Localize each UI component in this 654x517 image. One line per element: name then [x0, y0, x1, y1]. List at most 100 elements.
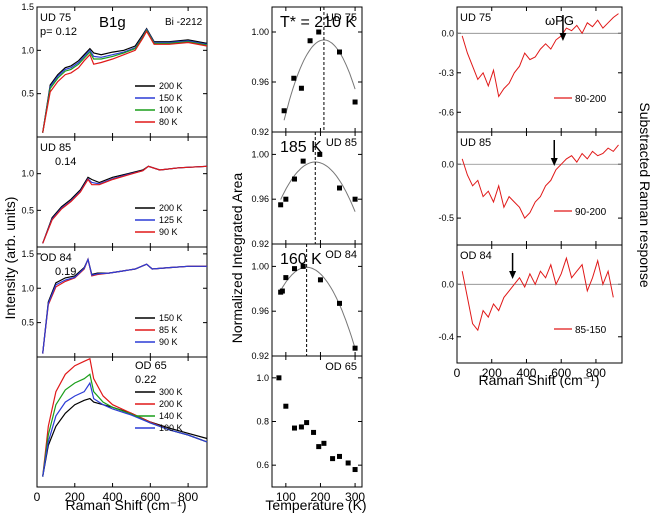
sample-label: UD 75 — [326, 12, 357, 24]
y-tick-label: -0.6 — [438, 107, 454, 117]
data-point — [337, 300, 342, 306]
col1-x-axis-label: Raman Shift (cm⁻¹) — [66, 497, 187, 513]
legend-label: 90 K — [159, 227, 178, 237]
x-tick-label: 200 — [310, 490, 330, 504]
data-point — [283, 403, 289, 409]
data-point — [298, 85, 304, 91]
y-tick-label: 1.0 — [21, 283, 34, 293]
y-tick-label: 0.0 — [441, 279, 454, 289]
x-tick-label: 300 — [345, 490, 365, 504]
data-point — [281, 108, 287, 114]
x-tick-label: 600 — [551, 366, 571, 380]
data-point — [316, 29, 322, 35]
arrow-marker — [559, 33, 567, 41]
data-point — [352, 345, 358, 351]
col3-x-axis-label: Raman Shift (cm⁻¹) — [479, 372, 600, 388]
sample-label: OD 84 — [325, 249, 357, 261]
data-point — [292, 425, 297, 431]
legend-label: 80-200 — [575, 94, 607, 105]
panel-c1: -0.6 -0.3 0.0 UD 75 ωPG 80-200 — [438, 6, 623, 133]
x-tick-label: 200 — [65, 490, 85, 504]
sample-label: UD 85 — [460, 137, 491, 149]
sample-label: UD 75 — [40, 12, 71, 24]
x-tick-label: 200 — [482, 366, 502, 380]
data-point — [279, 288, 285, 294]
y-tick-label: 0.5 — [21, 318, 34, 328]
legend-label: 90 K — [159, 337, 178, 347]
panel-a1: 0.5 1.0 1.5 UD 75 p= 0.12 B1g Bi -2212 200 K 150… — [21, 2, 208, 138]
y-tick-label: 1.5 — [21, 249, 34, 259]
col1-y-axis-label: Intensity (arb. units) — [2, 197, 18, 320]
data-point — [291, 75, 297, 81]
series-line — [42, 257, 207, 354]
legend-label: 300 K — [159, 387, 183, 397]
plot-frame — [456, 6, 623, 133]
x-tick-label: 600 — [140, 490, 160, 504]
panel-a2: 0.5 1.0 UD 85 0.14 200 K 125 K 90 K — [21, 136, 208, 248]
data-point — [321, 440, 327, 446]
plot-frame — [271, 355, 363, 488]
y-tick-label: 1.0 — [256, 373, 269, 383]
legend-label: 85 K — [159, 325, 178, 335]
symmetry-label: B1g — [99, 14, 126, 31]
y-tick-label: 0.92 — [251, 351, 269, 361]
data-point — [330, 456, 336, 462]
sample-label: UD 75 — [460, 12, 491, 24]
data-point — [300, 158, 306, 164]
temperature-annotation: 185 K — [280, 139, 322, 156]
y-tick-label: -0.4 — [438, 332, 454, 342]
series-line — [42, 165, 208, 244]
data-point — [337, 185, 342, 191]
data-point — [352, 99, 358, 105]
x-tick-label: 400 — [103, 490, 123, 504]
data-point — [283, 275, 289, 281]
sample-label: UD 85 — [326, 137, 357, 149]
x-tick-label: 800 — [586, 366, 606, 380]
doping-label: p= 0.12 — [40, 26, 77, 38]
plot-frame — [456, 244, 623, 364]
legend-label: 200 K — [159, 81, 183, 91]
arrow-marker — [550, 158, 558, 166]
series-line — [461, 256, 614, 332]
panel-a3: 0.5 1.0 1.5 OD 84 0.19 150 K 85 K 90 K — [21, 246, 208, 358]
series-line — [461, 144, 619, 219]
panel-c2: -0.5 0.0 UD 85 90-200 — [438, 131, 623, 246]
legend-label: 200 K — [159, 203, 183, 213]
series-line — [461, 13, 619, 98]
plot-frame — [36, 356, 208, 488]
y-tick-label: 0.8 — [256, 417, 269, 427]
y-tick-label: 1.5 — [21, 2, 34, 12]
data-point — [352, 467, 358, 473]
col3-y-axis-label: Substracted Raman response — [637, 102, 653, 287]
data-point — [307, 38, 313, 44]
sample-label: OD 84 — [40, 252, 72, 264]
y-tick-label: 0.92 — [251, 127, 269, 137]
legend-label: 125 K — [159, 215, 183, 225]
y-tick-label: 0.96 — [251, 194, 269, 204]
y-tick-label: 1.0 — [21, 45, 34, 55]
y-tick-label: 1.00 — [251, 27, 269, 37]
data-point — [298, 424, 304, 430]
col2-x-axis-label: Temperature (K) — [265, 497, 366, 513]
doping-label: 0.14 — [55, 156, 76, 168]
x-tick-label: 400 — [516, 366, 536, 380]
fit-curve — [280, 161, 356, 212]
data-point — [352, 196, 358, 202]
sample-label: OD 84 — [460, 250, 492, 262]
data-point — [278, 202, 284, 208]
data-point — [345, 460, 351, 466]
data-point — [317, 151, 323, 157]
data-point — [337, 453, 342, 459]
y-tick-label: 0.6 — [256, 460, 269, 470]
y-tick-label: 1.00 — [251, 149, 269, 159]
y-tick-label: 1.0 — [21, 169, 34, 179]
panel-b4: 100 200 300 0.6 0.8 1.0 OD 65 — [256, 355, 365, 504]
legend-label: 140 K — [159, 411, 183, 421]
y-tick-label: 0.0 — [441, 28, 454, 38]
temperature-annotation: T* = 210 K — [280, 14, 356, 31]
y-tick-label: 0.96 — [251, 77, 269, 87]
y-tick-label: 0.5 — [21, 205, 34, 215]
